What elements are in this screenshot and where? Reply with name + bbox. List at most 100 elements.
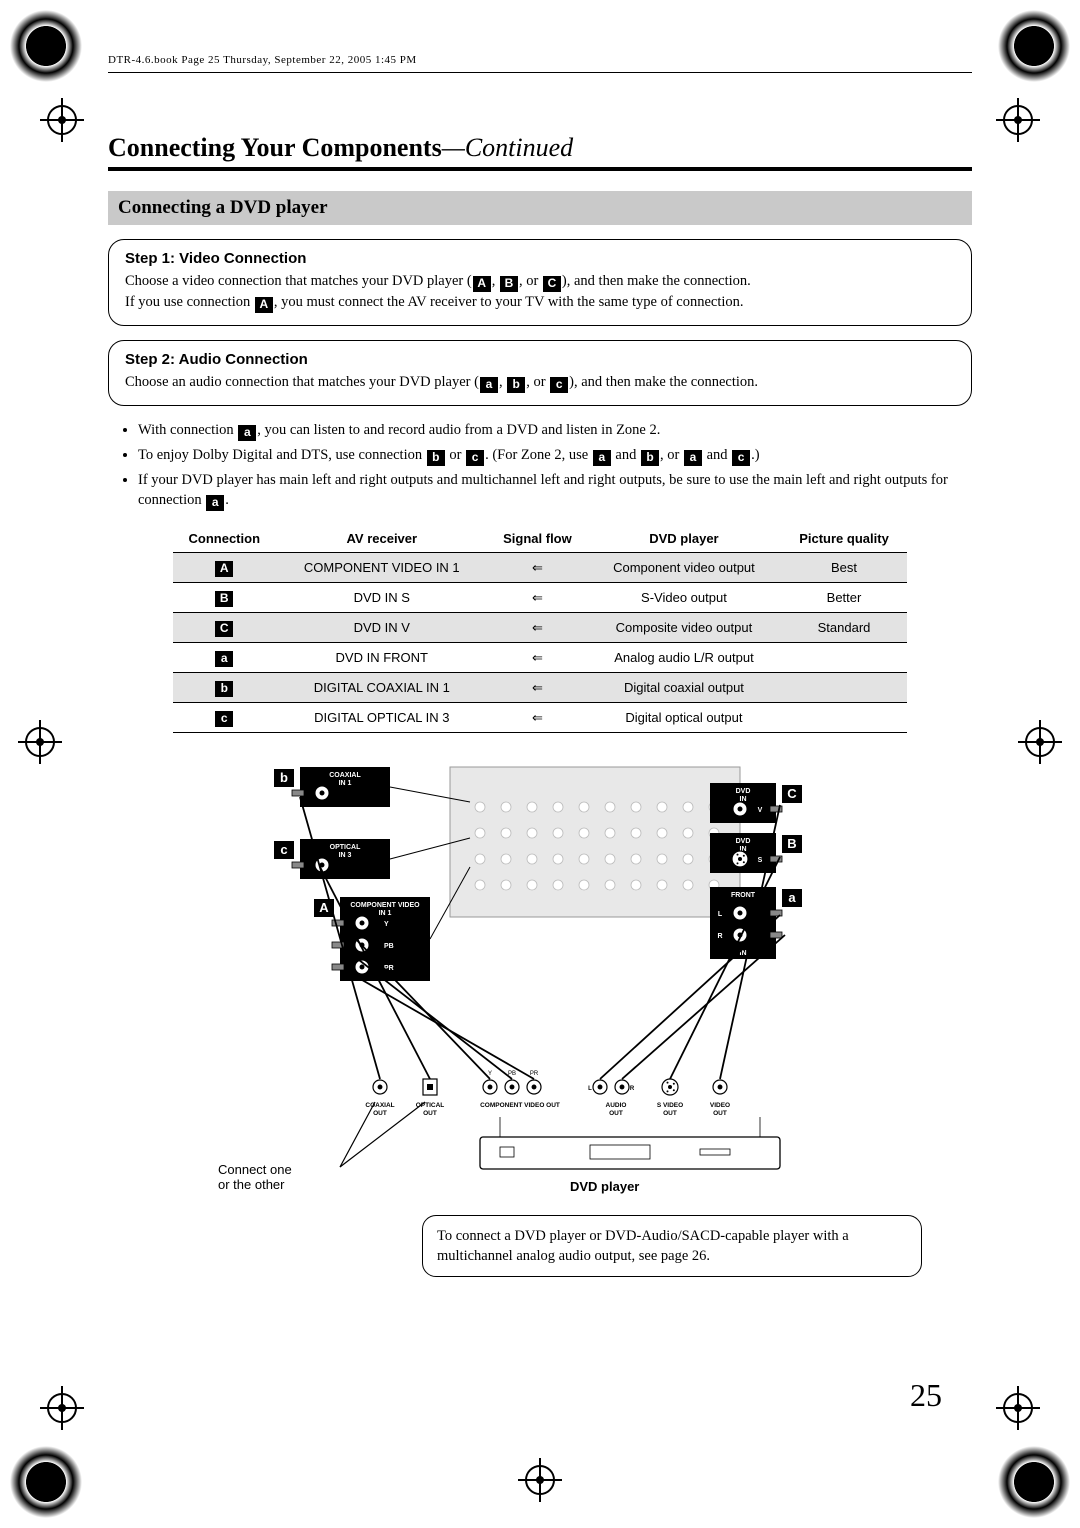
reg-mark-right-bot (996, 1386, 1040, 1430)
badge-a: a (593, 450, 611, 466)
table-row: c DIGITAL OPTICAL IN 3 ⇐ Digital optical… (173, 703, 907, 733)
svg-text:OUT: OUT (423, 1110, 437, 1117)
badge-B: B (500, 276, 518, 292)
badge-A: A (255, 297, 273, 313)
title-text: Connecting Your Components (108, 133, 442, 162)
diagram-svg: bCOAXIALIN 1cOPTICALIN 3ACOMPONENT VIDEO… (200, 757, 880, 1197)
badge-a: a (684, 450, 702, 466)
svg-text:IN 1: IN 1 (339, 780, 352, 787)
svg-text:FRONT: FRONT (731, 892, 756, 899)
svg-text:IN 3: IN 3 (339, 852, 352, 859)
reg-mark-left-bot (40, 1386, 84, 1430)
table-header: Connection (173, 525, 276, 553)
svg-text:OUT: OUT (663, 1110, 677, 1117)
svg-text:V: V (758, 807, 763, 814)
svg-text:OPTICAL: OPTICAL (330, 844, 361, 851)
crop-mark-tr (994, 6, 1074, 86)
svg-text:PB: PB (384, 943, 394, 950)
note-item: With connection a, you can listen to and… (138, 420, 972, 441)
svg-text:S: S (758, 857, 763, 864)
footnote-box: To connect a DVD player or DVD-Audio/SAC… (422, 1215, 922, 1277)
table-row: C DVD IN V ⇐ Composite video output Stan… (173, 613, 907, 643)
badge-A: A (215, 561, 233, 577)
crop-mark-br (994, 1442, 1074, 1522)
svg-text:a: a (788, 890, 796, 905)
table-row: b DIGITAL COAXIAL IN 1 ⇐ Digital coaxial… (173, 673, 907, 703)
wiring-diagram: bCOAXIALIN 1cOPTICALIN 3ACOMPONENT VIDEO… (200, 757, 880, 1197)
svg-text:COMPONENT VIDEO OUT: COMPONENT VIDEO OUT (480, 1102, 560, 1109)
svg-text:C: C (787, 786, 797, 801)
step-box-1: Step 1: Video Connection Choose a video c… (108, 239, 972, 326)
badge-b: b (427, 450, 445, 466)
svg-text:b: b (280, 770, 288, 785)
connection-table: ConnectionAV receiverSignal flowDVD play… (173, 525, 907, 733)
crop-mark-tl (6, 6, 86, 86)
reg-mark-right-top (996, 98, 1040, 142)
badge-b: b (641, 450, 659, 466)
badge-a: a (215, 651, 233, 667)
step-line: Choose an audio connection that matches … (125, 372, 955, 393)
svg-text:COMPONENT VIDEO: COMPONENT VIDEO (350, 902, 420, 909)
badge-A: A (473, 276, 491, 292)
svg-text:VIDEO: VIDEO (710, 1102, 730, 1109)
title-continued: —Continued (442, 133, 573, 162)
table-row: A COMPONENT VIDEO IN 1 ⇐ Component video… (173, 553, 907, 583)
badge-a: a (206, 495, 224, 511)
note-item: To enjoy Dolby Digital and DTS, use conn… (138, 445, 972, 466)
svg-text:OUT: OUT (373, 1110, 387, 1117)
table-header: AV receiver (276, 525, 488, 553)
badge-C: C (543, 276, 561, 292)
table-row: B DVD IN S ⇐ S-Video output Better (173, 583, 907, 613)
reg-mark-left-mid (18, 720, 62, 764)
svg-text:Y: Y (488, 1071, 492, 1077)
step-title: Step 2: Audio Connection (125, 351, 955, 368)
badge-c: c (215, 711, 233, 727)
notes-list: With connection a, you can listen to and… (138, 420, 972, 511)
svg-text:B: B (787, 836, 796, 851)
page-number: 25 (910, 1377, 942, 1414)
svg-text:R: R (630, 1086, 635, 1092)
svg-text:c: c (280, 842, 287, 857)
svg-text:A: A (319, 900, 329, 915)
badge-b: b (215, 681, 233, 697)
table-header: Picture quality (781, 525, 907, 553)
reg-mark-right-mid (1018, 720, 1062, 764)
crop-mark-bl (6, 1442, 86, 1522)
badge-b: b (507, 377, 525, 393)
badge-c: c (466, 450, 484, 466)
step-line: Choose a video connection that matches y… (125, 271, 955, 292)
badge-C: C (215, 621, 233, 637)
badge-B: B (215, 591, 233, 607)
svg-text:COAXIAL: COAXIAL (329, 772, 361, 779)
svg-text:OUT: OUT (713, 1110, 727, 1117)
svg-text:IN 1: IN 1 (379, 910, 392, 917)
badge-a: a (238, 425, 256, 441)
svg-text:DVD: DVD (736, 788, 751, 795)
svg-text:L: L (718, 911, 723, 918)
svg-text:OUT: OUT (609, 1110, 623, 1117)
dvd-player-label: DVD player (570, 1179, 639, 1194)
table-header: Signal flow (488, 525, 587, 553)
title-rule (108, 167, 972, 171)
step-title: Step 1: Video Connection (125, 250, 955, 267)
svg-text:DVD: DVD (736, 838, 751, 845)
svg-text:Y: Y (384, 921, 389, 928)
reg-mark-left-top (40, 98, 84, 142)
svg-text:S VIDEO: S VIDEO (657, 1102, 683, 1109)
badge-c: c (732, 450, 750, 466)
badge-a: a (480, 377, 498, 393)
svg-text:AUDIO: AUDIO (606, 1102, 627, 1109)
step-box-2: Step 2: Audio Connection Choose an audio … (108, 340, 972, 406)
table-row: a DVD IN FRONT ⇐ Analog audio L/R output (173, 643, 907, 673)
table-header: DVD player (587, 525, 781, 553)
svg-text:COAXIAL: COAXIAL (365, 1102, 394, 1109)
running-header: DTR-4.6.book Page 25 Thursday, September… (108, 54, 972, 66)
note-item: If your DVD player has main left and rig… (138, 470, 972, 511)
svg-text:PR: PR (530, 1071, 539, 1077)
badge-c: c (550, 377, 568, 393)
connect-one-label: Connect oneor the other (218, 1162, 292, 1192)
step-line: If you use connection A, you must connec… (125, 292, 955, 313)
svg-text:R: R (717, 933, 722, 940)
section-heading: Connecting a DVD player (108, 191, 972, 225)
page-title: Connecting Your Components—Continued (108, 133, 972, 163)
